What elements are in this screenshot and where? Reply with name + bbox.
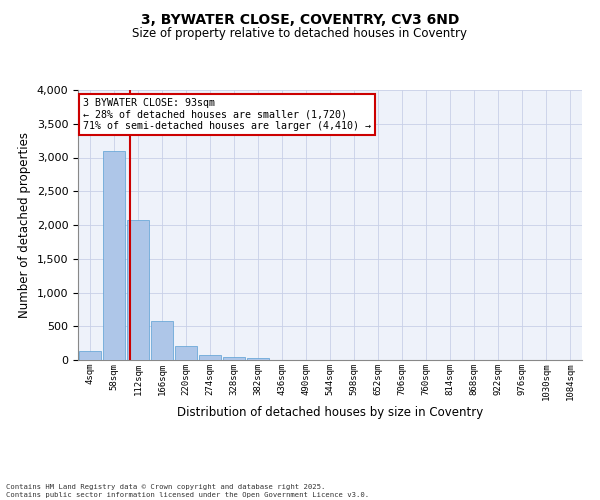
Bar: [247, 358, 269, 360]
Text: Contains HM Land Registry data © Crown copyright and database right 2025.
Contai: Contains HM Land Registry data © Crown c…: [6, 484, 369, 498]
X-axis label: Distribution of detached houses by size in Coventry: Distribution of detached houses by size …: [177, 406, 483, 419]
Bar: [79, 350, 101, 360]
Bar: [223, 357, 245, 360]
Text: 3, BYWATER CLOSE, COVENTRY, CV3 6ND: 3, BYWATER CLOSE, COVENTRY, CV3 6ND: [141, 12, 459, 26]
Bar: [199, 355, 221, 360]
Y-axis label: Number of detached properties: Number of detached properties: [18, 132, 31, 318]
Bar: [175, 346, 197, 360]
Bar: [103, 151, 125, 360]
Bar: [127, 220, 149, 360]
Text: Size of property relative to detached houses in Coventry: Size of property relative to detached ho…: [133, 28, 467, 40]
Text: 3 BYWATER CLOSE: 93sqm
← 28% of detached houses are smaller (1,720)
71% of semi-: 3 BYWATER CLOSE: 93sqm ← 28% of detached…: [83, 98, 371, 132]
Bar: [151, 321, 173, 360]
